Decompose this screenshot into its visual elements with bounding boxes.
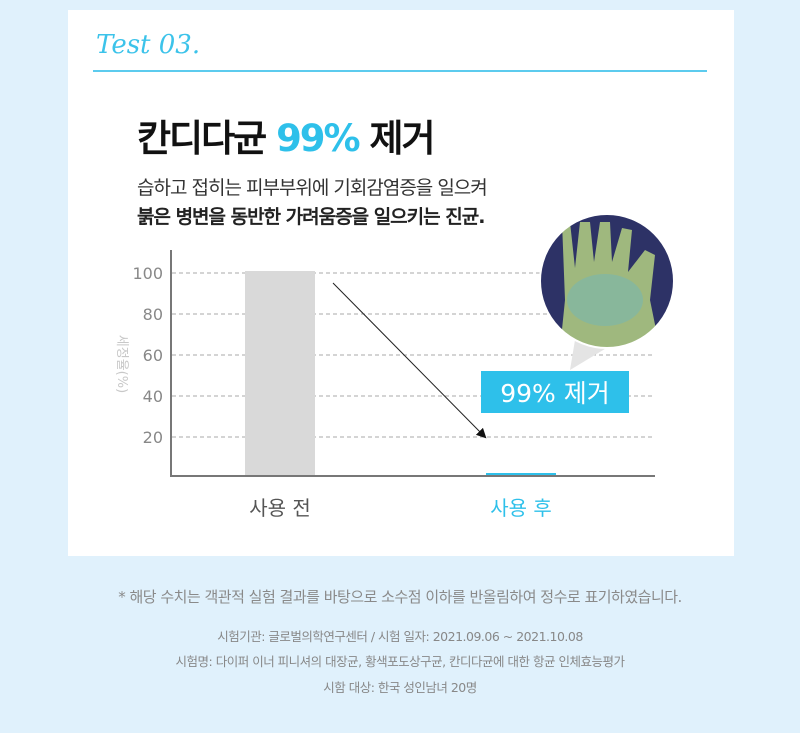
- disclaimer-note: * 해당 수치는 객관적 실험 결과를 바탕으로 소수점 이하를 반올림하여 정…: [118, 588, 682, 606]
- y-tick-label: 100: [132, 264, 163, 283]
- test-subjects: 시함 대상: 한국 성인남녀 20명: [323, 680, 477, 695]
- decrease-arrow: [332, 282, 487, 439]
- bar-after: [486, 473, 556, 476]
- y-tick-label: 40: [143, 387, 163, 406]
- headline-pre: 칸디다균: [137, 117, 267, 160]
- y-axis-label: 세정율(%): [114, 335, 129, 393]
- test-name: 시험명: 다이퍼 이너 피니셔의 대장균, 황색포도상구균, 칸디다균에 대한 …: [175, 654, 625, 669]
- test-institution: 시험기관: 글로벌의학연구센터 / 시험 일자: 2021.09.06 ~ 20…: [217, 629, 583, 644]
- y-tick-label: 80: [143, 305, 163, 324]
- y-tick-label: 60: [143, 346, 163, 365]
- divider: [93, 70, 707, 72]
- x-tick-label: 사용 전: [249, 496, 311, 520]
- description-line-1: 습하고 접히는 피부부위에 기회감염증을 일으켜: [137, 177, 488, 199]
- test-label: Test 03.: [96, 30, 201, 60]
- description-line-2: 붉은 병변을 동반한 가려움증을 일으키는 진균.: [137, 206, 485, 228]
- headline-post: 제거: [369, 117, 436, 160]
- x-tick-label: 사용 후: [490, 496, 552, 520]
- headline: 칸디다균 99% 제거: [137, 108, 436, 162]
- headline-accent: 99%: [276, 117, 361, 160]
- glove-photo-icon: [540, 214, 674, 348]
- removal-badge: [481, 371, 629, 413]
- y-tick-label: 20: [143, 428, 163, 447]
- bar-before: [245, 271, 315, 476]
- removal-badge-label: 99% 제거: [500, 379, 610, 408]
